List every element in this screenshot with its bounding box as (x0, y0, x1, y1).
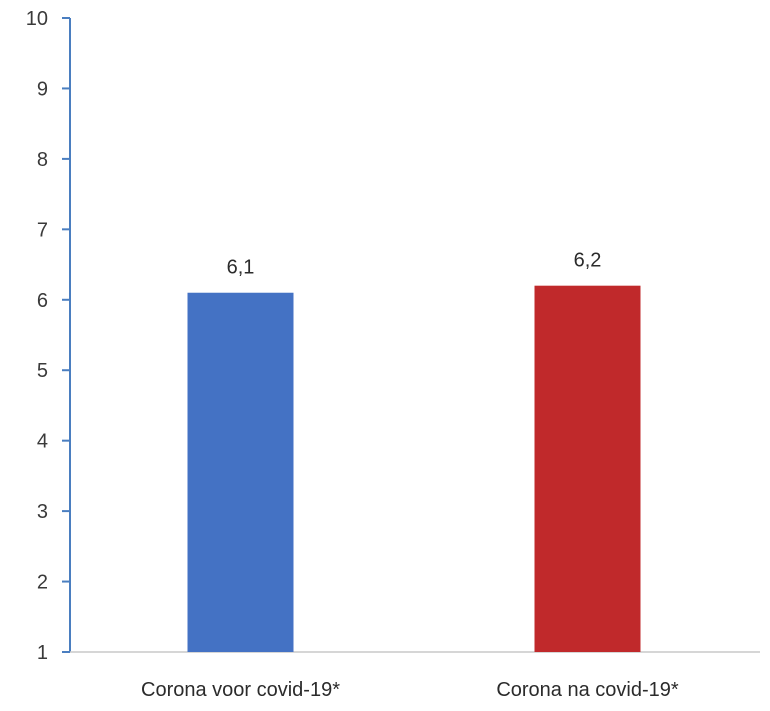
data-labels: 6,1 6,2 (227, 250, 602, 279)
y-tick-label: 1 (37, 642, 48, 664)
bar (187, 292, 294, 652)
y-tick-label: 7 (37, 219, 48, 241)
y-tick-label: 8 (37, 149, 48, 171)
y-tick-label: 2 (37, 572, 48, 594)
bars (187, 285, 641, 652)
category-label: Corona na covid-19* (496, 679, 679, 701)
data-label: 6,2 (574, 250, 602, 272)
data-label: 6,1 (227, 257, 255, 279)
y-tick-label: 10 (26, 8, 48, 30)
y-tick-label: 4 (37, 431, 48, 453)
y-tick-label: 6 (37, 290, 48, 312)
category-labels: Corona voor covid-19* Corona na covid-19* (141, 679, 679, 701)
y-tick-label: 5 (37, 360, 48, 382)
y-tick-label: 9 (37, 78, 48, 100)
bar (534, 285, 641, 652)
y-tick-label: 3 (37, 501, 48, 523)
y-axis: 1 2 3 4 5 6 7 8 9 10 (26, 8, 71, 664)
category-label: Corona voor covid-19* (141, 679, 340, 701)
